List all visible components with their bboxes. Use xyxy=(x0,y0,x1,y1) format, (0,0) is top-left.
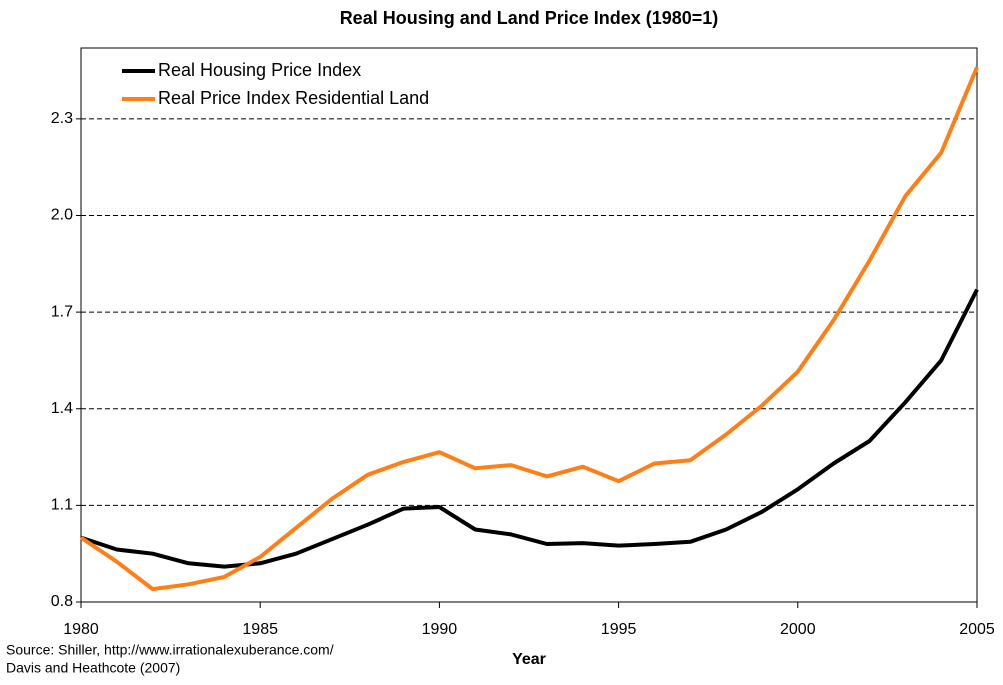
source-note: Source: Shiller, http://www.irrationalex… xyxy=(6,642,334,658)
x-axis-label: Year xyxy=(512,651,546,668)
y-tick-label: 2.3 xyxy=(51,110,73,127)
legend-label: Real Housing Price Index xyxy=(158,60,361,80)
y-tick-label: 1.4 xyxy=(51,400,73,417)
x-tick-label: 1985 xyxy=(242,621,278,638)
chart-title: Real Housing and Land Price Index (1980=… xyxy=(340,8,719,28)
y-tick-label: 1.1 xyxy=(51,497,73,514)
x-tick-label: 1995 xyxy=(601,621,637,638)
y-tick-label: 1.7 xyxy=(51,303,73,320)
x-tick-label: 2000 xyxy=(780,621,816,638)
source-note: Davis and Heathcote (2007) xyxy=(6,660,180,676)
y-tick-label: 0.8 xyxy=(51,593,73,610)
x-tick-label: 1980 xyxy=(63,621,99,638)
series-line xyxy=(80,288,979,569)
x-tick-label: 1990 xyxy=(422,621,458,638)
series-line xyxy=(79,66,979,592)
y-tick-label: 2.0 xyxy=(51,207,73,224)
plot-frame xyxy=(80,47,978,603)
legend-label: Real Price Index Residential Land xyxy=(158,88,429,108)
x-tick-label: 2005 xyxy=(959,621,995,638)
